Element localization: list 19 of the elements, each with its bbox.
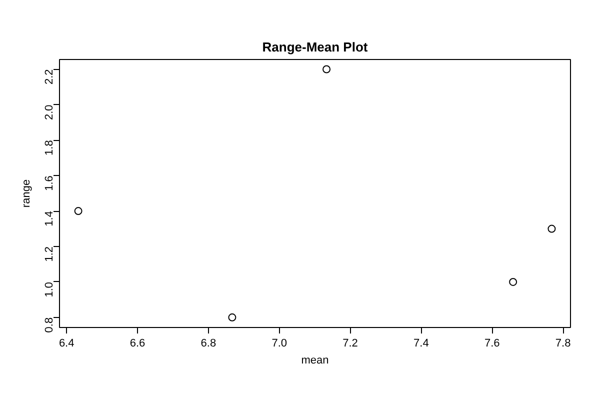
chart-title: Range-Mean Plot: [262, 40, 368, 54]
y-tick-label: 1.6: [44, 176, 56, 191]
y-tick-label: 1.8: [44, 140, 56, 156]
y-tick-label: 1.4: [44, 211, 56, 226]
y-tick-label: 1.0: [44, 282, 56, 298]
x-axis-title: mean: [301, 354, 329, 366]
x-tick-label: 7.0: [272, 338, 288, 350]
y-tick-label: 1.2: [44, 246, 56, 262]
y-axis-title: range: [20, 179, 32, 208]
x-tick-label: 7.8: [555, 338, 571, 350]
x-tick-label: 6.4: [58, 338, 74, 350]
x-tick-label: 7.4: [414, 338, 429, 350]
x-tick-label: 7.6: [484, 338, 500, 350]
y-tick-label: 0.8: [44, 317, 56, 333]
y-tick-label: 2.2: [44, 69, 56, 85]
x-tick-label: 7.2: [342, 338, 358, 350]
x-tick-label: 6.6: [130, 338, 146, 350]
y-tick-label: 2.0: [44, 104, 56, 120]
x-tick-label: 6.8: [200, 338, 216, 350]
